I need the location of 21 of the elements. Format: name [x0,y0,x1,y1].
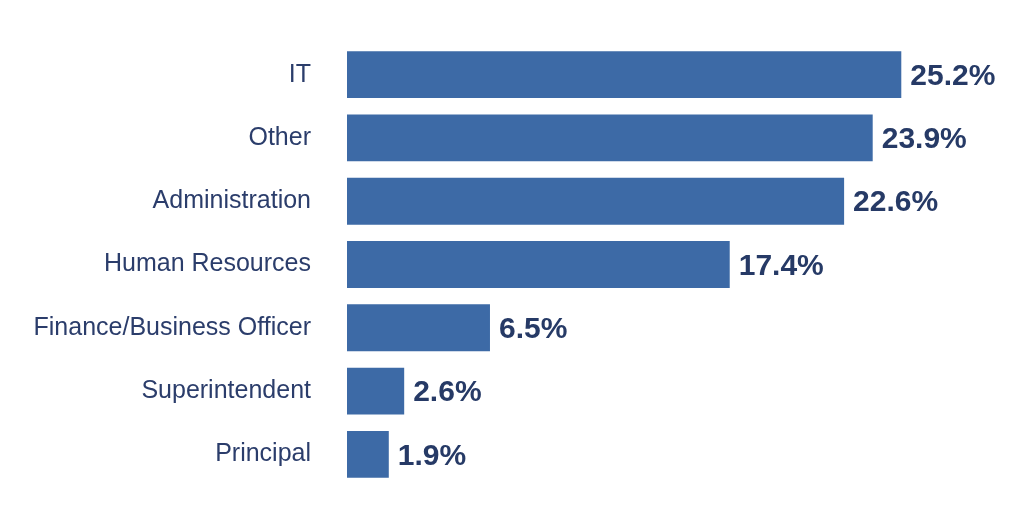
y-tick-label: Administration [152,185,311,214]
y-tick-label: Principal [215,438,311,467]
data-label: 2.6% [413,374,482,408]
data-label: 22.6% [853,184,939,218]
data-label: 17.4% [738,247,824,281]
bar [347,304,490,352]
y-tick-label: Other [248,121,311,150]
bar [347,51,902,99]
data-label: 1.9% [397,437,467,471]
y-tick-label: Finance/Business Officer [33,311,311,340]
y-tick-label: Human Resources [103,248,311,277]
y-tick-label: IT [288,58,311,87]
bar [347,114,873,162]
bar [347,367,405,415]
data-label: 6.5% [498,311,568,345]
bar [347,430,389,478]
bar [347,241,730,288]
data-label: 25.2% [910,57,996,91]
y-tick-label: Superintendent [141,374,312,403]
bar [347,177,845,225]
data-label: 23.9% [881,121,967,155]
